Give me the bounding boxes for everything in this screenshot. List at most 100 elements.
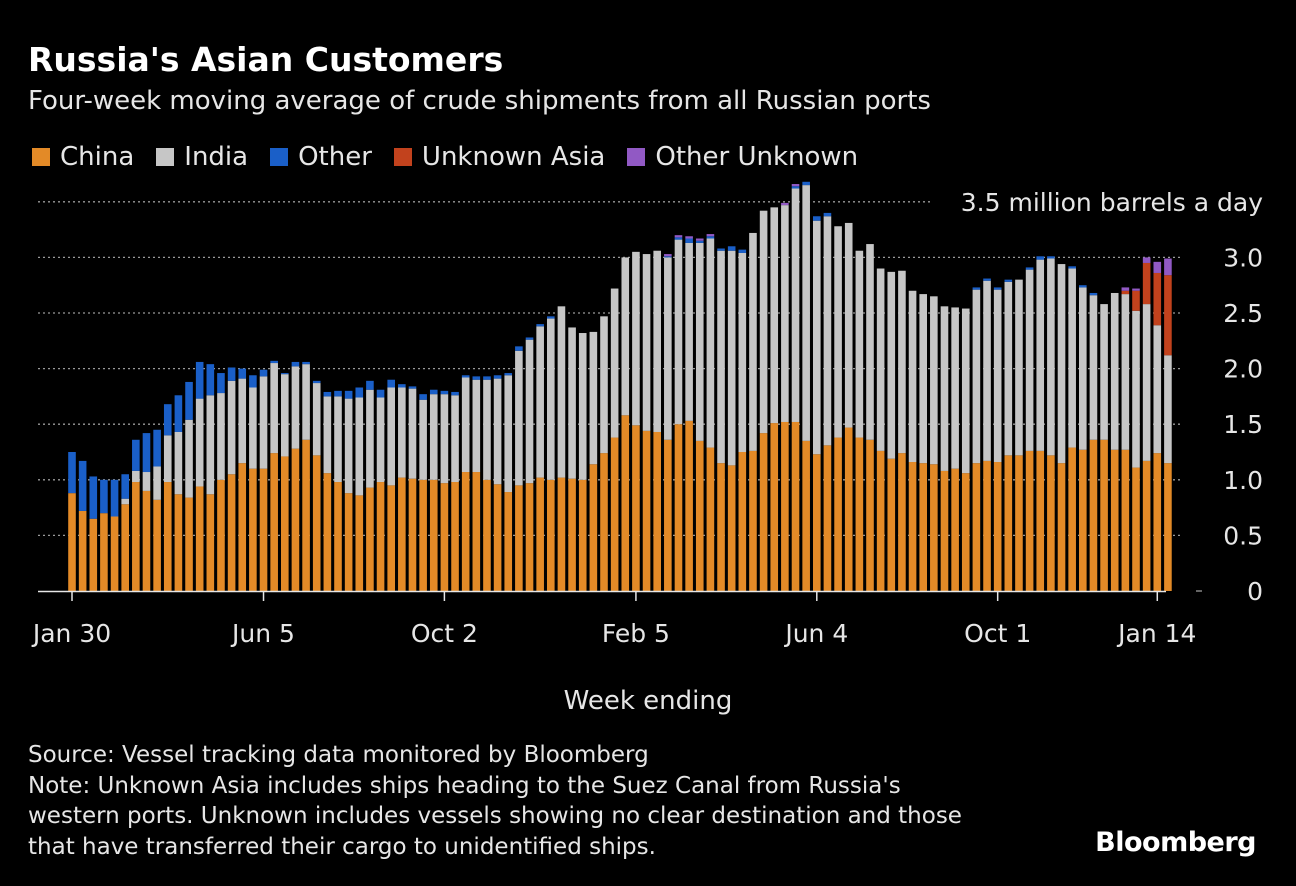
bar-china (834, 437, 842, 591)
bar-china (759, 433, 768, 591)
bar-china (791, 421, 800, 591)
bar-unknown-asia (1153, 272, 1162, 326)
bar-india (472, 379, 481, 473)
legend-item-china: China (32, 142, 134, 172)
bar-other (1089, 292, 1098, 296)
bar-other (110, 479, 119, 517)
bar-india (1057, 264, 1066, 464)
bar-india (163, 435, 172, 483)
bar-china (110, 516, 119, 591)
bar-india (461, 377, 470, 473)
bar-india (1047, 258, 1055, 456)
x-tick-label: Feb 5 (602, 619, 670, 648)
y-tick-label: 3.0 (1223, 243, 1263, 272)
bar-other (142, 433, 151, 473)
bar-china (674, 424, 683, 591)
bar-india (451, 395, 459, 483)
bar-china (653, 431, 661, 591)
legend-label-india: India (184, 142, 249, 172)
bar-china (1100, 439, 1108, 591)
bar-india (132, 470, 140, 483)
bar-india (972, 289, 981, 464)
bar-india (727, 250, 736, 466)
bar-china (717, 463, 725, 591)
bar-china (568, 478, 576, 591)
bar-china (291, 448, 300, 591)
bar-china (504, 492, 513, 591)
bar-india (334, 396, 342, 483)
bar-china (100, 513, 108, 591)
bar-india (195, 398, 204, 487)
bar-other (1004, 279, 1013, 282)
bar-china (621, 415, 630, 591)
bar-china (578, 479, 587, 591)
bar-china (770, 423, 779, 591)
bar-india (791, 188, 800, 422)
bar-china (68, 493, 76, 591)
bar-other-unknown (685, 236, 693, 239)
bar-other (993, 287, 1002, 290)
bar-india (1089, 295, 1098, 440)
bar-other (217, 373, 225, 394)
bar-china (515, 485, 523, 591)
bloomberg-logo: Bloomberg (1095, 827, 1256, 858)
bar-india (759, 210, 768, 434)
bar-other (515, 346, 523, 351)
bar-other (419, 394, 427, 400)
bar-china (174, 494, 183, 591)
bar-india (536, 326, 544, 478)
bar-india (387, 387, 395, 486)
bar-china (1153, 453, 1162, 591)
bar-china (664, 439, 672, 591)
bar-china (983, 460, 991, 591)
bar-india (813, 220, 821, 455)
bar-india (1025, 269, 1034, 451)
bar-china (344, 493, 353, 591)
bar-china (142, 490, 151, 591)
bar-india (993, 289, 1002, 463)
bar-other (1036, 256, 1045, 260)
bar-india (738, 252, 747, 452)
bar-other (525, 337, 534, 340)
bar-other (717, 248, 725, 251)
bar-india (366, 389, 374, 488)
bar-india (632, 251, 640, 426)
bar-india (1015, 279, 1023, 456)
bar-china (1004, 455, 1013, 591)
bar-other (387, 379, 395, 388)
bar-china (238, 463, 247, 591)
bar-china (898, 453, 906, 591)
x-tick-label: Jun 4 (783, 619, 848, 648)
bar-unknown-asia (1121, 290, 1130, 295)
bar-china (972, 463, 981, 591)
bar-other (238, 368, 247, 379)
bar-india (259, 376, 268, 469)
x-tick-label: Jan 30 (31, 619, 111, 648)
bar-china (366, 487, 374, 591)
y-tick-label: 0.5 (1223, 521, 1263, 550)
bar-china (334, 482, 342, 591)
bar-india (419, 399, 427, 480)
bar-china (323, 473, 332, 591)
bar-other (121, 474, 129, 499)
legend-swatch-china (32, 148, 50, 166)
bar-other (727, 246, 736, 251)
bar-india (717, 250, 725, 464)
bar-china (451, 482, 459, 591)
bar-china (440, 483, 449, 591)
bar-india (323, 396, 332, 474)
bar-india (664, 257, 672, 440)
bar-india (270, 363, 278, 454)
bar-other (376, 389, 385, 398)
bar-other (163, 404, 172, 436)
bar-china (1036, 450, 1045, 591)
bar-india (515, 350, 523, 486)
bar-india (291, 366, 300, 449)
bar-other (132, 439, 140, 471)
bar-india (355, 397, 364, 496)
bar-china (802, 440, 810, 591)
bar-china (940, 470, 949, 591)
bar-other (802, 181, 810, 186)
y-tick-label: 2.5 (1223, 299, 1263, 328)
bar-india (344, 398, 353, 494)
